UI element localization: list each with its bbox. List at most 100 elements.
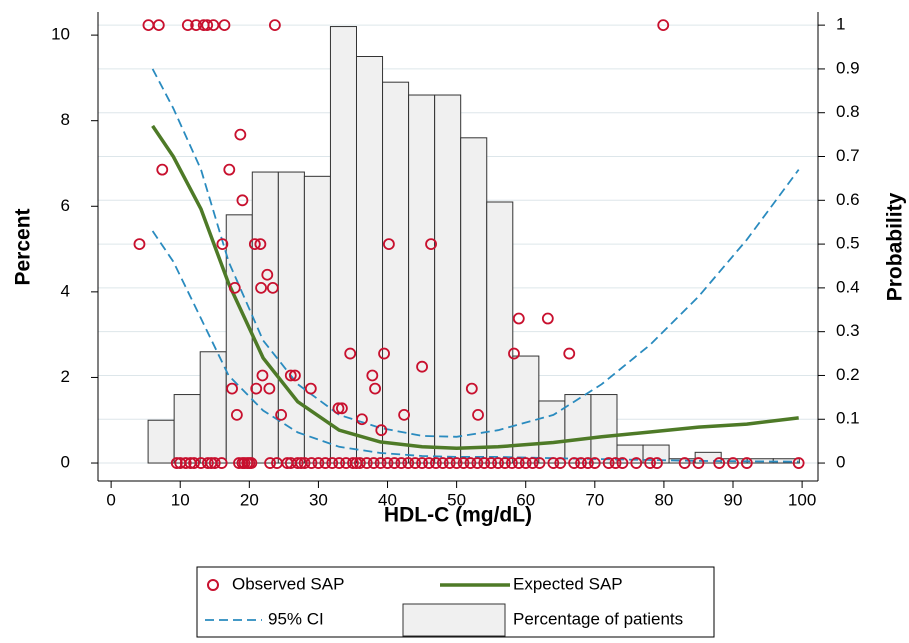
observed-point — [201, 457, 214, 469]
legend-label: 95% CI — [268, 609, 324, 628]
y2-tick-label: 0.4 — [836, 277, 860, 296]
observed-point — [223, 163, 236, 176]
histogram-bar — [486, 201, 514, 464]
observed-point — [216, 238, 229, 250]
observed-point — [275, 408, 288, 421]
legend-label: Percentage of patients — [513, 609, 683, 628]
observed-point — [512, 457, 525, 469]
histogram-bar — [408, 94, 436, 464]
observed-point — [248, 238, 261, 250]
y-tick-label: 8 — [61, 110, 70, 129]
observed-point — [207, 19, 220, 32]
histogram-bar — [147, 419, 175, 464]
y-axis-title: Percent — [12, 208, 35, 285]
observed-point — [609, 457, 622, 469]
observed-point — [575, 457, 587, 469]
histogram-bar — [199, 351, 227, 464]
observed-point — [188, 457, 200, 469]
observed-point — [181, 19, 194, 32]
y2-tick-label: 0.7 — [836, 146, 860, 165]
observed-point — [457, 457, 470, 469]
observed-point — [499, 457, 511, 469]
x-tick-label: 0 — [106, 490, 115, 509]
y2-tick-label: 1 — [836, 15, 845, 34]
observed-point — [547, 457, 560, 469]
observed-point — [366, 369, 379, 382]
x-tick-label: 90 — [724, 490, 743, 509]
observed-point — [133, 238, 146, 250]
observed-point — [602, 457, 615, 469]
ci-lower-line — [151, 230, 799, 463]
y2-tick-label: 0.5 — [836, 234, 860, 253]
observed-point — [519, 457, 532, 469]
observed-point — [692, 457, 705, 469]
ci-upper-line — [151, 68, 800, 438]
observed-point — [740, 457, 753, 469]
observed-point — [344, 347, 357, 360]
y2-tick-label: 0.9 — [836, 58, 860, 77]
y-tick-label: 6 — [61, 196, 70, 215]
observed-point — [156, 163, 169, 176]
x-tick-label: 60 — [516, 490, 535, 509]
observed-point — [179, 457, 192, 469]
observed-point — [727, 457, 739, 469]
observed-point — [388, 457, 401, 469]
observed-point — [526, 457, 539, 469]
observed-point — [208, 457, 221, 469]
observed-point — [616, 457, 629, 469]
observed-point — [230, 408, 243, 421]
observed-point — [588, 457, 601, 469]
observed-point — [541, 312, 554, 325]
observed-point — [713, 457, 726, 469]
x-tick-label: 40 — [378, 490, 397, 509]
observed-point — [319, 457, 332, 469]
observed-point — [533, 457, 546, 469]
observed-point — [508, 347, 520, 360]
observed-point — [245, 457, 258, 469]
observed-point — [360, 457, 373, 469]
histogram-bar — [590, 394, 618, 464]
observed-point — [582, 457, 594, 469]
observed-point — [425, 238, 437, 250]
observed-point — [256, 369, 269, 382]
observed-point — [423, 457, 435, 469]
observed-point — [512, 312, 525, 325]
observed-point — [250, 382, 263, 395]
observed-point — [367, 457, 380, 469]
y2-tick-label: 0.6 — [836, 190, 860, 209]
observed-point — [678, 457, 691, 469]
observed-point — [336, 402, 348, 415]
histogram-bar — [225, 214, 253, 464]
observed-point — [266, 281, 279, 294]
histogram-bar — [251, 171, 279, 464]
legend-symbol — [207, 579, 219, 591]
observed-point — [333, 457, 346, 469]
observed-point — [326, 457, 339, 469]
observed-point — [236, 194, 249, 207]
observed-point — [472, 408, 484, 421]
observed-point — [383, 238, 395, 250]
observed-point — [398, 408, 411, 421]
histogram-bar — [355, 56, 384, 464]
observed-point — [234, 128, 247, 141]
observed-point — [651, 457, 663, 469]
observed-point — [657, 19, 670, 32]
observed-point — [261, 268, 274, 281]
y2-tick-label: 0.3 — [836, 321, 860, 340]
y-tick-label: 2 — [61, 367, 70, 386]
observed-point — [443, 457, 456, 469]
histogram-bar — [564, 394, 592, 464]
observed-point — [353, 457, 366, 469]
x-tick-label: 70 — [585, 490, 604, 509]
observed-point — [485, 457, 498, 469]
observed-point — [436, 457, 449, 469]
histogram-bar — [173, 394, 201, 464]
y2-tick-label: 0.2 — [836, 365, 860, 384]
observed-point — [374, 457, 387, 469]
observed-point — [152, 19, 165, 32]
legend-symbol — [402, 603, 506, 637]
observed-point — [409, 457, 422, 469]
y2-axis-title: Probability — [884, 192, 907, 301]
observed-point — [291, 457, 304, 469]
